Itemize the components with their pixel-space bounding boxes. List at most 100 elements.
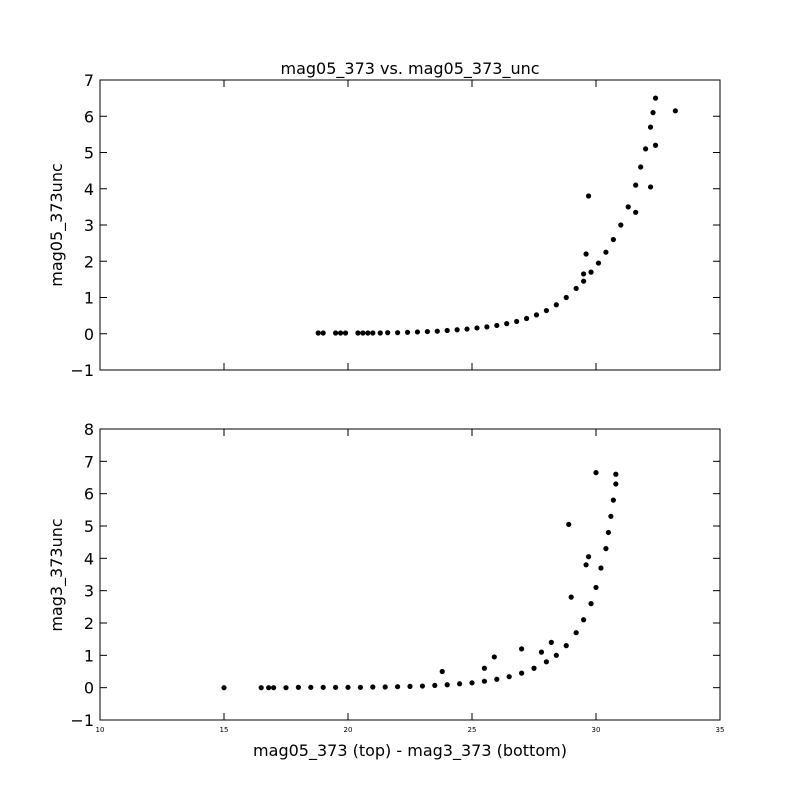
chart-bottom-ytick-label: 0 bbox=[84, 679, 94, 698]
chart-bottom-point bbox=[481, 678, 487, 684]
chart-bottom-point bbox=[553, 652, 559, 658]
chart-bottom-point bbox=[370, 684, 376, 690]
chart-bottom-point bbox=[598, 565, 604, 571]
chart-bottom-point bbox=[432, 682, 438, 689]
chart-top-point bbox=[643, 146, 649, 152]
chart-top-point bbox=[342, 330, 349, 336]
chart-bottom-point bbox=[469, 680, 475, 686]
chart-top-ytick-label: −1 bbox=[70, 361, 94, 380]
chart-bottom-point bbox=[519, 646, 525, 652]
chart-top-point bbox=[333, 330, 339, 336]
chart-bottom-point bbox=[538, 649, 545, 655]
chart-top-point bbox=[625, 204, 631, 210]
chart-top-ytick-label: 3 bbox=[84, 216, 94, 235]
chart-bottom-xtick-label: 35 bbox=[716, 726, 725, 734]
chart-bottom-point bbox=[357, 684, 363, 690]
chart-top-point bbox=[464, 326, 470, 332]
chart-top-point bbox=[355, 330, 361, 336]
chart-top-ytick-label: 1 bbox=[84, 289, 94, 308]
chart-bottom-point bbox=[593, 470, 599, 476]
chart-top-point bbox=[595, 260, 602, 266]
chart-bottom-point bbox=[494, 676, 500, 682]
chart-bottom-point bbox=[271, 685, 277, 691]
chart-top-point bbox=[573, 285, 579, 292]
chart-bottom-point bbox=[593, 584, 599, 591]
chart-top-point bbox=[650, 110, 656, 116]
chart-top-point bbox=[414, 329, 421, 335]
chart-top-point bbox=[365, 330, 371, 336]
chart-top-point bbox=[672, 108, 678, 114]
chart-top-ytick-label: 6 bbox=[84, 107, 94, 126]
chart-top-points bbox=[315, 95, 678, 336]
chart-bottom-point bbox=[566, 521, 572, 527]
chart-top-point bbox=[588, 269, 594, 275]
chart-top-point bbox=[474, 325, 480, 331]
chart-top-point bbox=[444, 327, 450, 334]
chart-top-point bbox=[563, 294, 569, 301]
chart-bottom-point bbox=[395, 684, 401, 690]
chart-bottom-ytick-label: −1 bbox=[70, 711, 94, 730]
chart-bottom-point bbox=[588, 601, 594, 607]
chart-bottom-point bbox=[491, 654, 497, 660]
chart-bottom-ytick-label: 5 bbox=[84, 517, 94, 536]
chart-bottom-point bbox=[266, 685, 272, 691]
chart-bottom-ytick-label: 2 bbox=[84, 614, 94, 633]
chart-bottom-frame bbox=[99, 428, 721, 721]
chart-top-ytick-label: 7 bbox=[84, 71, 94, 90]
chart-bottom-point bbox=[613, 481, 619, 487]
chart-top-point bbox=[647, 184, 654, 190]
chart-bottom-point bbox=[457, 681, 463, 687]
chart-top-point bbox=[618, 222, 624, 228]
chart-bottom-point bbox=[519, 670, 525, 676]
chart-top-point bbox=[504, 321, 510, 327]
chart-top-point bbox=[533, 312, 540, 318]
chart-top-point bbox=[585, 193, 592, 199]
chart-bottom-xlabel: mag05_373 (top) - mag3_373 (bottom) bbox=[253, 741, 567, 761]
chart-bottom-point bbox=[563, 643, 569, 649]
chart-bottom-ylabel: mag3_373unc bbox=[47, 518, 67, 631]
chart-top-ylabel: mag05_373unc bbox=[47, 163, 67, 287]
chart-top-point bbox=[377, 330, 383, 336]
chart-top-ticks: −1 0 1 2 3 4 5 6 7 bbox=[70, 71, 721, 380]
chart-bottom-ytick-label: 3 bbox=[84, 582, 94, 601]
chart-top-point bbox=[603, 249, 609, 255]
chart-bottom-point bbox=[258, 685, 264, 691]
chart-bottom: mag3_373unc mag05_373 (top) - mag3_373 (… bbox=[47, 420, 724, 761]
chart-bottom-ytick-label: 8 bbox=[84, 420, 94, 439]
chart-top-point bbox=[583, 251, 589, 257]
chart-bottom-point bbox=[605, 529, 612, 536]
chart-bottom-ytick-label: 4 bbox=[84, 549, 94, 568]
chart-top-point bbox=[395, 330, 401, 336]
chart-top-point bbox=[454, 327, 460, 333]
chart-top-point bbox=[370, 330, 376, 336]
chart-top-point bbox=[385, 330, 391, 336]
chart-top-ytick-label: 4 bbox=[84, 180, 94, 199]
chart-top-point bbox=[610, 236, 616, 243]
chart-top-point bbox=[523, 315, 530, 322]
chart-top-point bbox=[652, 142, 659, 148]
chart-top-point bbox=[424, 328, 430, 335]
chart-bottom-point bbox=[320, 684, 326, 690]
chart-bottom-point bbox=[613, 471, 619, 477]
chart-bottom-point bbox=[603, 546, 609, 552]
chart-top-point bbox=[315, 330, 321, 336]
chart-top-ytick-label: 2 bbox=[84, 252, 94, 271]
chart-top-point bbox=[484, 324, 490, 330]
chart-top-point bbox=[337, 330, 344, 336]
chart-top-point bbox=[581, 271, 587, 277]
chart-top-point bbox=[638, 164, 644, 170]
chart-bottom-point bbox=[581, 617, 587, 623]
chart-bottom-ytick-label: 7 bbox=[84, 452, 94, 471]
chart-bottom-point bbox=[333, 684, 339, 690]
chart-top-point bbox=[434, 328, 440, 334]
chart-top: mag05_373 vs. mag05_373_unc mag05_373unc… bbox=[47, 59, 721, 380]
chart-bottom-point bbox=[568, 594, 574, 600]
chart-bottom-point bbox=[439, 668, 445, 675]
chart-top-point bbox=[360, 330, 366, 336]
chart-top-point bbox=[553, 302, 559, 308]
chart-top-point bbox=[652, 95, 659, 101]
chart-top-ytick-label: 5 bbox=[84, 144, 94, 163]
chart-top-point bbox=[581, 278, 587, 284]
chart-bottom-point bbox=[419, 683, 425, 689]
